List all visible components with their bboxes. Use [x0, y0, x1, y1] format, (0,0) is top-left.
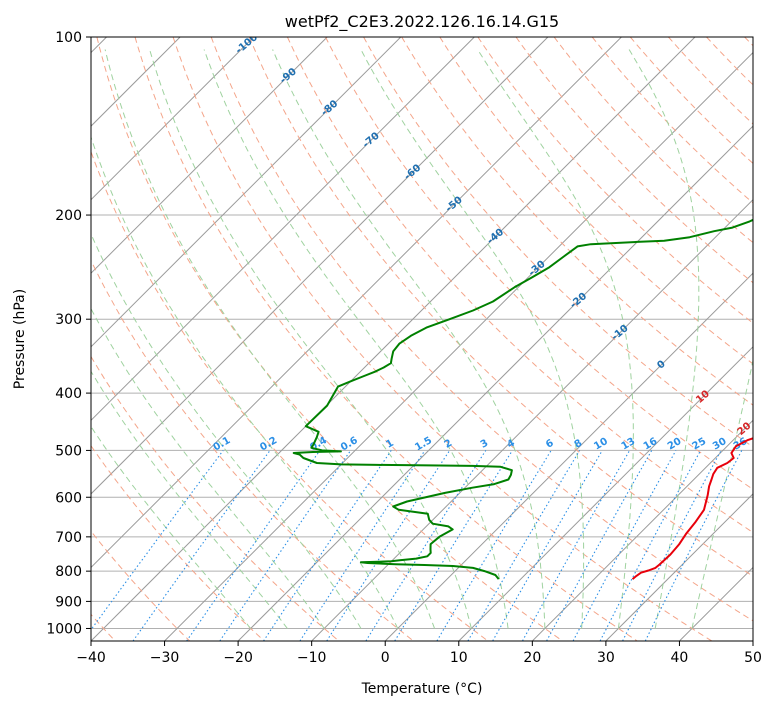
moist-adiabat-line	[628, 49, 700, 629]
moist-adiabat-line	[691, 358, 753, 629]
mixing-ratio-line	[394, 450, 513, 641]
mixing-ratio-line	[132, 450, 271, 641]
dry-adiabat-line	[553, 37, 753, 244]
moist-adiabat-line	[203, 49, 509, 629]
isotherm-line	[237, 125, 753, 641]
dewpoint-trace	[292, 218, 753, 580]
isotherm-line	[91, 37, 402, 348]
plot-frame	[90, 36, 754, 642]
y-tick-label: 1000	[46, 621, 82, 637]
y-tick-label: 900	[55, 594, 82, 610]
moist-adiabat-line	[360, 49, 585, 629]
mixing-ratio-label: 1	[384, 438, 396, 451]
x-tick-label: 10	[450, 650, 468, 666]
mixing-ratio-line	[299, 450, 426, 641]
isotherm-line	[91, 37, 475, 422]
moist-adiabat-line	[91, 370, 288, 629]
mixing-ratio-line	[219, 450, 352, 641]
isotherm-line	[605, 493, 753, 641]
dry-adiabat-line	[96, 37, 563, 641]
moist-adiabat-line	[149, 49, 472, 629]
isotherm-line	[164, 51, 753, 641]
moist-adiabat-line	[477, 49, 634, 629]
y-tick-label: 400	[55, 386, 82, 402]
y-axis-label: Pressure (hPa)	[12, 289, 28, 389]
profile-traces	[292, 218, 753, 580]
dry-adiabat-line	[91, 259, 414, 641]
mixing-ratio-label: 6	[544, 438, 556, 451]
mixing-ratio-line	[572, 450, 677, 641]
y-tick-label: 300	[55, 312, 82, 328]
plot-background	[91, 37, 753, 641]
chart-title: wetPf2_C2E3.2022.126.16.14.G15	[285, 12, 559, 32]
y-tick-label: 700	[55, 530, 82, 546]
x-tick-label: 50	[744, 650, 762, 666]
background-lines	[91, 37, 753, 641]
axes: −40 −30 −20 −10 0 10 20 30 40 50 100 200 300 400 500 60…	[46, 30, 762, 666]
moist-adiabat-line	[91, 425, 251, 629]
mixing-ratio-line	[263, 450, 392, 641]
dry-adiabat-line	[91, 355, 340, 641]
dry-adiabat-line	[325, 37, 753, 490]
dry-adiabat-line	[134, 37, 638, 641]
temperature-trace	[631, 437, 753, 580]
x-tick-label: −20	[223, 650, 253, 666]
y-tick-label: 100	[55, 30, 82, 46]
isotherm-line	[91, 37, 549, 495]
x-axis-label: Temperature (°C)	[361, 681, 483, 697]
dry-adiabat-line	[401, 37, 753, 406]
isotherm-line	[458, 346, 753, 641]
dry-adiabat-line	[363, 37, 753, 448]
dry-adiabat-line	[248, 37, 753, 577]
mixing-ratio-label: 8	[573, 438, 585, 451]
mixing-ratio-label: 3	[479, 438, 491, 451]
x-tick-label: 20	[523, 650, 541, 666]
x-tick-label: 0	[381, 650, 390, 666]
isotherm-line	[531, 419, 753, 641]
moist-adiabat-line	[91, 135, 399, 629]
mixing-ratio-line	[186, 450, 321, 641]
dry-adiabat-line	[210, 37, 753, 622]
y-tick-label: 500	[55, 443, 82, 459]
x-tick-label: −30	[150, 650, 180, 666]
mixing-ratio-line	[522, 450, 631, 641]
dry-adiabat-line	[439, 37, 753, 365]
dry-adiabat-line	[172, 37, 713, 641]
mixing-ratio-line	[644, 450, 743, 641]
mixing-ratio-label: 4	[505, 438, 517, 451]
y-tick-label: 600	[55, 490, 82, 506]
x-tick-label: 30	[597, 650, 615, 666]
moist-adiabat-line	[272, 49, 546, 629]
dry-adiabat-line	[91, 150, 489, 641]
dry-adiabat-line	[286, 37, 753, 534]
moist-adiabat-line	[104, 49, 435, 629]
x-tick-label: 40	[671, 650, 689, 666]
mixing-ratio-line	[546, 450, 653, 641]
y-tick-label: 200	[55, 208, 82, 224]
x-tick-label: −40	[76, 650, 106, 666]
mixing-ratio-label: 2	[443, 438, 455, 451]
isotherm-line	[91, 37, 622, 569]
isotherm-line	[91, 37, 696, 641]
mixing-ratio-line	[91, 450, 224, 631]
dry-adiabat-line	[591, 37, 753, 204]
isotherm-line	[384, 272, 753, 641]
x-tick-label: −10	[297, 650, 327, 666]
isotherm-line	[91, 37, 255, 201]
isotherm-line	[91, 37, 328, 274]
y-tick-label: 800	[55, 564, 82, 580]
